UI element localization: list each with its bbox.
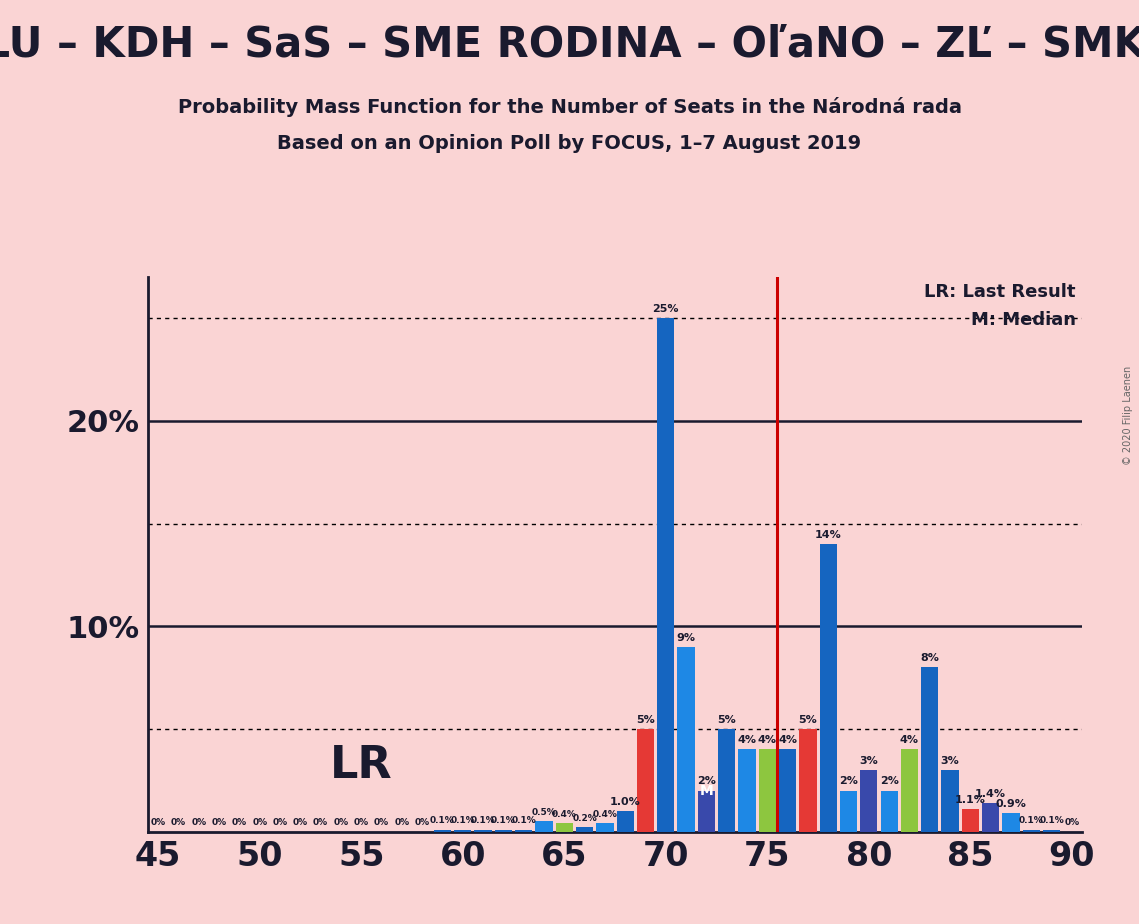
Bar (637, 729, 654, 832)
Bar (820, 544, 837, 832)
Text: 0.2%: 0.2% (572, 814, 597, 823)
Text: 1.4%: 1.4% (975, 789, 1006, 798)
Text: 2%: 2% (839, 776, 858, 786)
Text: OLU – KDH – SaS – SME RODINA – OľaNO – ZĽ – SMK: OLU – KDH – SaS – SME RODINA – OľaNO – Z… (0, 23, 1139, 65)
Text: 0.1%: 0.1% (431, 817, 454, 825)
Text: 0%: 0% (212, 819, 227, 828)
Text: 4%: 4% (900, 736, 919, 746)
Bar (901, 749, 918, 832)
Bar (982, 803, 999, 832)
Bar (880, 791, 898, 832)
Bar (800, 729, 817, 832)
Bar (921, 667, 939, 832)
Text: 0%: 0% (374, 819, 390, 828)
Text: 4%: 4% (757, 736, 777, 746)
Text: 3%: 3% (941, 756, 959, 766)
Bar (576, 828, 593, 832)
Bar (698, 791, 715, 832)
Text: 0.1%: 0.1% (1019, 817, 1043, 825)
Bar (718, 729, 736, 832)
Text: 25%: 25% (653, 304, 679, 314)
Text: 0.1%: 0.1% (1039, 817, 1064, 825)
Bar (779, 749, 796, 832)
Bar (616, 811, 633, 832)
Text: 0%: 0% (150, 819, 166, 828)
Text: © 2020 Filip Laenen: © 2020 Filip Laenen (1123, 366, 1133, 466)
Text: 0%: 0% (334, 819, 349, 828)
Text: 0.4%: 0.4% (592, 810, 617, 820)
Bar (961, 809, 980, 832)
Bar (738, 749, 755, 832)
Text: 0%: 0% (171, 819, 186, 828)
Text: 0%: 0% (232, 819, 247, 828)
Bar (535, 821, 552, 832)
Bar (759, 749, 776, 832)
Text: 0.9%: 0.9% (995, 799, 1026, 809)
Text: M: Median: M: Median (970, 311, 1076, 329)
Text: 0%: 0% (313, 819, 328, 828)
Text: 1.0%: 1.0% (609, 797, 640, 807)
Text: 3%: 3% (860, 756, 878, 766)
Text: 5%: 5% (637, 715, 655, 724)
Text: 0.1%: 0.1% (470, 817, 495, 825)
Bar (454, 830, 472, 832)
Bar (556, 823, 573, 832)
Text: 2%: 2% (697, 776, 716, 786)
Text: 2%: 2% (879, 776, 899, 786)
Text: Based on an Opinion Poll by FOCUS, 1–7 August 2019: Based on an Opinion Poll by FOCUS, 1–7 A… (278, 134, 861, 153)
Bar (1023, 830, 1040, 832)
Text: 0.1%: 0.1% (450, 817, 475, 825)
Text: 0.4%: 0.4% (552, 810, 576, 820)
Text: 0%: 0% (1064, 819, 1080, 828)
Bar (434, 830, 451, 832)
Bar (1002, 813, 1019, 832)
Text: 9%: 9% (677, 633, 696, 643)
Text: 0.1%: 0.1% (511, 817, 536, 825)
Text: 0%: 0% (252, 819, 268, 828)
Bar (475, 830, 492, 832)
Text: 0%: 0% (415, 819, 429, 828)
Bar (1043, 830, 1060, 832)
Text: 4%: 4% (778, 736, 797, 746)
Text: Probability Mass Function for the Number of Seats in the Národná rada: Probability Mass Function for the Number… (178, 97, 961, 117)
Text: LR: LR (330, 745, 393, 787)
Bar (657, 318, 674, 832)
Bar (942, 770, 959, 832)
Text: 8%: 8% (920, 653, 940, 663)
Bar (597, 823, 614, 832)
Text: 1.1%: 1.1% (954, 795, 986, 805)
Text: 0%: 0% (394, 819, 409, 828)
Text: LR: Last Result: LR: Last Result (925, 283, 1076, 300)
Bar (839, 791, 858, 832)
Bar (678, 647, 695, 832)
Text: 0%: 0% (354, 819, 369, 828)
Text: 4%: 4% (738, 736, 756, 746)
Text: 0%: 0% (272, 819, 288, 828)
Text: 0%: 0% (191, 819, 206, 828)
Text: 0%: 0% (293, 819, 308, 828)
Text: 0.1%: 0.1% (491, 817, 516, 825)
Bar (494, 830, 513, 832)
Text: 0.5%: 0.5% (532, 808, 556, 817)
Text: 14%: 14% (814, 530, 842, 540)
Text: M: M (699, 784, 713, 797)
Text: 5%: 5% (798, 715, 818, 724)
Text: 5%: 5% (718, 715, 736, 724)
Bar (515, 830, 532, 832)
Bar (860, 770, 877, 832)
